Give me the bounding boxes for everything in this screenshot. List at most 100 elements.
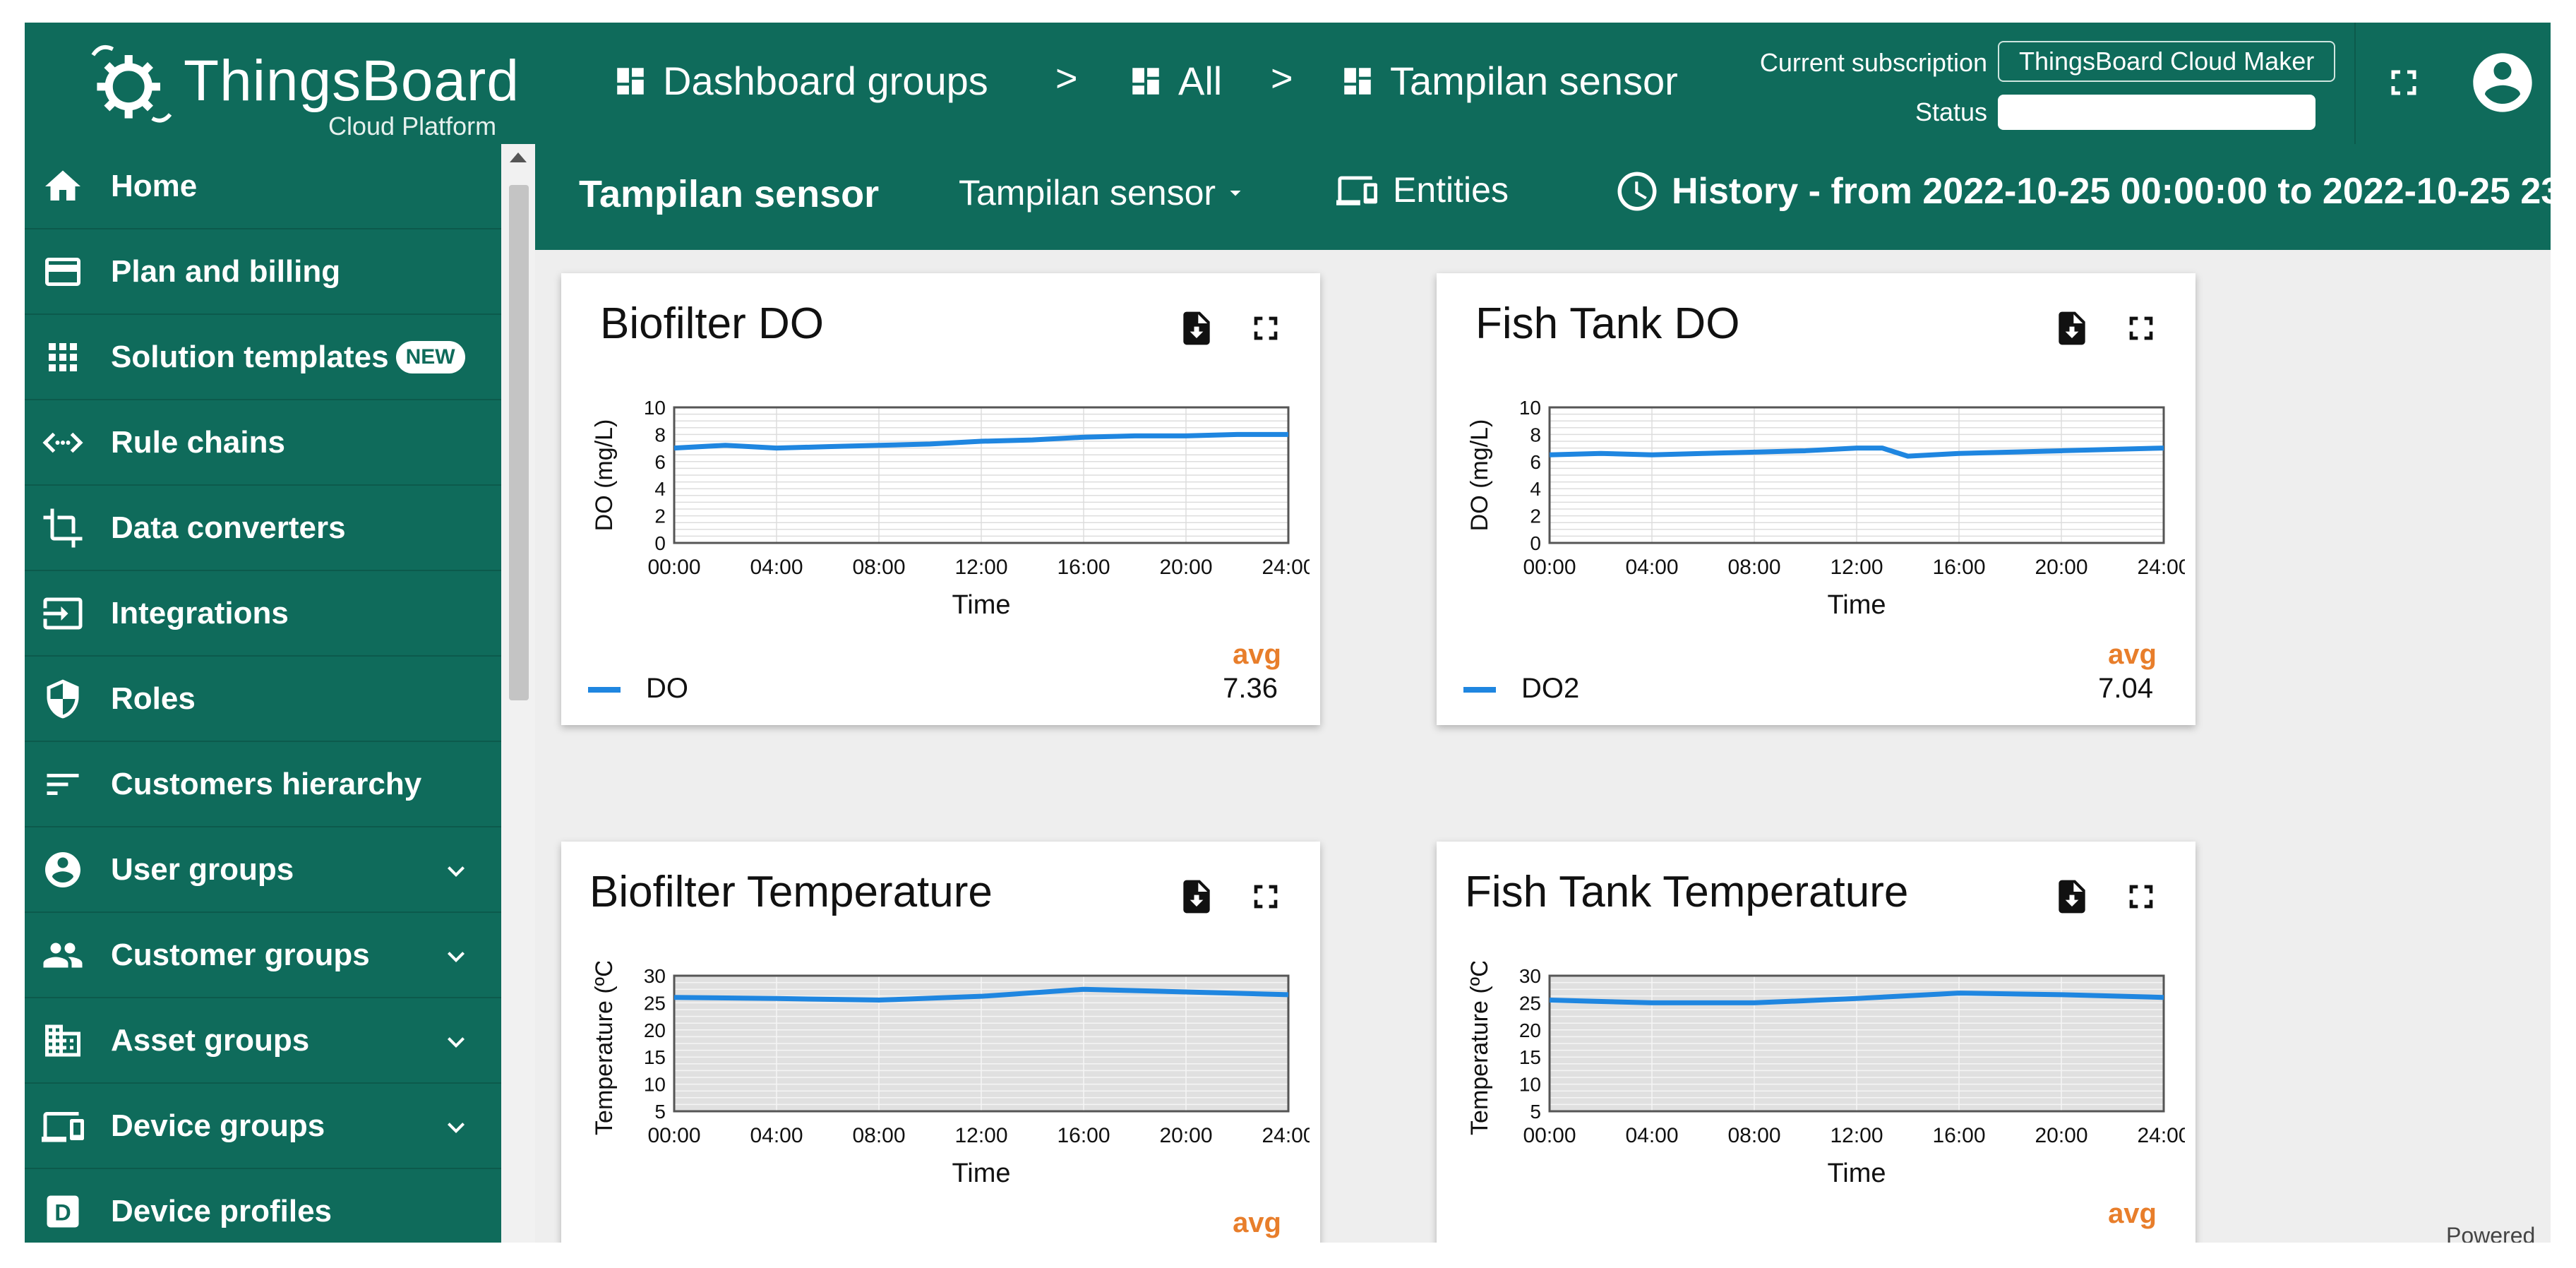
x-tick-label: 24:00: [2137, 1124, 2185, 1147]
avg-label: avg: [1233, 1207, 1281, 1238]
breadcrumb-separator: >: [1271, 57, 1293, 100]
breadcrumb-separator: >: [1055, 57, 1078, 100]
y-tick-label: 6: [1530, 451, 1541, 473]
y-tick-label: 30: [644, 965, 666, 987]
sidebar-item-label: User groups: [111, 851, 294, 887]
plot-border: [673, 974, 1290, 1113]
status-field: [1998, 95, 2316, 130]
sidebar-item-integrations[interactable]: Integrations: [25, 571, 501, 657]
subscription-badge[interactable]: ThingsBoard Cloud Maker: [1998, 41, 2336, 82]
y-tick-label: 5: [1530, 1101, 1541, 1123]
series-line: [673, 431, 1288, 451]
legend-series-name[interactable]: DO: [646, 673, 688, 704]
breadcrumb-label: Tampilan sensor: [1390, 59, 1678, 103]
history-timewindow-button[interactable]: History - from 2022-10-25 00:00:00 to 20…: [1614, 168, 2551, 215]
sidebar-item-plan-and-billing[interactable]: Plan and billing: [25, 229, 501, 315]
breadcrumb-dashboard-groups[interactable]: Dashboard groups: [611, 58, 988, 104]
account-circle-icon[interactable]: [2467, 47, 2538, 118]
plot-border: [673, 406, 1290, 544]
sidebar-scroll-thumb[interactable]: [509, 185, 529, 700]
x-tick-label: 12:00: [1830, 556, 1883, 579]
subscription-label: Current subscription: [1759, 48, 1987, 77]
sidebar-item-device-profiles[interactable]: D Device profiles: [25, 1169, 501, 1243]
sidebar-item-solution-templates[interactable]: Solution templates NEW: [25, 315, 501, 400]
legend-line: [588, 687, 621, 693]
widget-title: Fish Tank Temperature: [1465, 868, 1909, 916]
x-axis-label: Time: [952, 1159, 1010, 1188]
x-tick-label: 00:00: [1523, 556, 1576, 579]
sidebar-item-home[interactable]: Home: [25, 144, 501, 229]
sidebar-item-label: Data converters: [111, 510, 346, 545]
chevron-down-icon[interactable]: [439, 1025, 473, 1059]
x-tick-label: 24:00: [1262, 1124, 1310, 1147]
sidebar-item-customers-hierarchy[interactable]: Customers hierarchy: [25, 742, 501, 827]
status-label: Status: [1915, 97, 1987, 126]
breadcrumb-tampilan-sensor[interactable]: Tampilan sensor: [1338, 58, 1678, 104]
topbar-divider: [2354, 23, 2356, 144]
sidebar-item-customer-groups[interactable]: Customer groups: [25, 913, 501, 998]
widget-title: Fish Tank DO: [1475, 299, 1740, 348]
plot-border: [1548, 406, 2165, 544]
export-file-icon[interactable]: [1177, 877, 1216, 916]
scroll-up-icon[interactable]: [510, 152, 527, 162]
breadcrumb-label: Dashboard groups: [663, 59, 988, 103]
chevron-down-icon[interactable]: [439, 854, 473, 888]
sidebar-item-data-converters[interactable]: Data converters: [25, 486, 501, 571]
sidebar-item-device-groups[interactable]: Device groups: [25, 1084, 501, 1169]
home-icon: [40, 164, 85, 209]
clock-icon: [1617, 172, 1657, 211]
svg-text:D: D: [54, 1200, 71, 1225]
sidebar-item-asset-groups[interactable]: Asset groups: [25, 998, 501, 1084]
dashboard-state-select[interactable]: Tampilan sensor: [959, 172, 1248, 213]
dashboard-toolbar: Tampilan sensor Tampilan sensor Entities…: [535, 144, 2551, 250]
legend-avg-value: 7.36: [1223, 673, 1278, 704]
sidebar-item-label: Roles: [111, 681, 196, 716]
export-file-icon[interactable]: [1177, 309, 1216, 348]
avg-label: avg: [2108, 639, 2157, 670]
sidebar-item-label: Integrations: [111, 595, 289, 630]
fullscreen-icon[interactable]: [2383, 61, 2425, 104]
sidebar-item-label: Customer groups: [111, 937, 370, 972]
powered-by-text: Powered: [2446, 1223, 2536, 1243]
entities-button[interactable]: Entities: [1336, 169, 1509, 210]
sidebar-item-user-groups[interactable]: User groups: [25, 827, 501, 913]
export-file-icon[interactable]: [2052, 877, 2092, 916]
legend-series-name[interactable]: DO2: [1521, 673, 1580, 704]
history-label: History - from 2022-10-25 00:00:00 to 20…: [1672, 171, 2551, 212]
x-tick-label: 04:00: [750, 1124, 803, 1147]
sidebar-item-rule-chains[interactable]: Rule chains: [25, 400, 501, 486]
chevron-down-icon[interactable]: [439, 1111, 473, 1144]
sidebar-item-label: Home: [111, 168, 198, 203]
x-tick-label: 04:00: [750, 556, 803, 579]
dashboard-icon: [617, 67, 644, 95]
x-tick-label: 00:00: [647, 1124, 700, 1147]
export-file-icon[interactable]: [2052, 309, 2092, 348]
x-axis-label: Time: [1827, 1159, 1886, 1188]
y-tick-label: 10: [644, 397, 666, 419]
widget-fish-tank-temperature: Fish Tank Temperature 00:00 04:00 08:00 12:…: [1437, 842, 2195, 1243]
fullscreen-icon[interactable]: [2121, 877, 2161, 916]
sidebar-item-roles[interactable]: Roles: [25, 657, 501, 742]
top-bar: ThingsBoard Cloud Platform Dashboard gro…: [25, 23, 2551, 144]
x-tick-label: 24:00: [1262, 556, 1310, 579]
y-tick-label: 6: [654, 451, 666, 473]
breadcrumb-all[interactable]: All: [1126, 58, 1222, 104]
shield-icon: [40, 676, 85, 722]
chevron-down-icon[interactable]: [439, 940, 473, 974]
chart-fish-tank-temperature: 00:00 04:00 08:00 12:00 16:00 20:00 24:00 5 10 15…: [1466, 962, 2185, 1188]
fullscreen-icon[interactable]: [1246, 309, 1286, 348]
fullscreen-icon[interactable]: [2121, 309, 2161, 348]
x-tick-label: 12:00: [954, 556, 1007, 579]
brand-logo[interactable]: ThingsBoard Cloud Platform: [53, 35, 519, 140]
sidebar: Home Plan and billing Solution templates…: [25, 144, 501, 1243]
y-tick-label: 15: [644, 1046, 666, 1068]
sidebar-item-label: Plan and billing: [111, 253, 341, 289]
y-tick-label: 2: [1530, 506, 1541, 527]
series-line: [673, 986, 1289, 1003]
fullscreen-icon[interactable]: [1246, 877, 1286, 916]
widget-title: Biofilter Temperature: [589, 868, 993, 916]
x-tick-label: 16:00: [1932, 556, 1985, 579]
sidebar-item-label: Rule chains: [111, 424, 285, 460]
x-tick-label: 08:00: [1727, 1124, 1780, 1147]
chart-fish-tank-do: 00:00 04:00 08:00 12:00 16:00 20:00 24:00 0 2 4 6 8…: [1466, 397, 2185, 619]
